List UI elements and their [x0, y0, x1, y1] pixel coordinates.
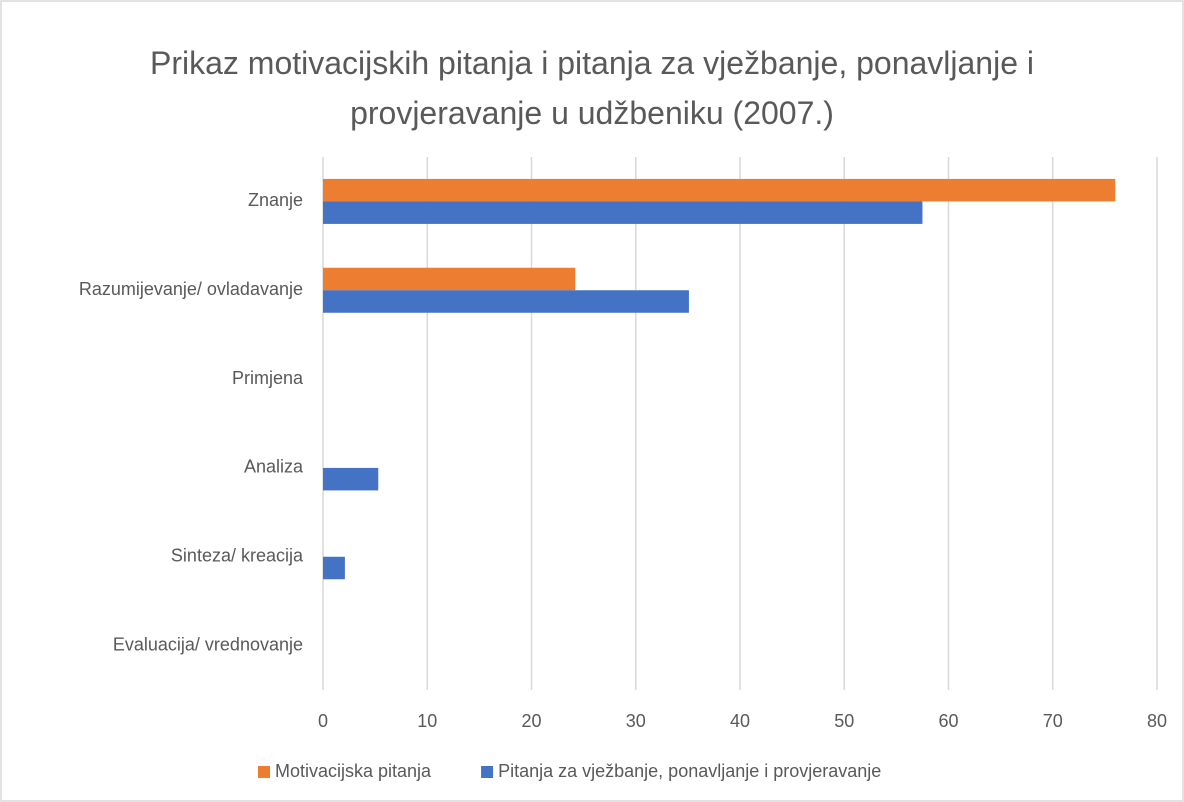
x-tick-label: 70	[1043, 711, 1063, 731]
y-tick-label: Razumijevanje/ ovladavanje	[79, 279, 303, 299]
x-tick-label: 10	[417, 711, 437, 731]
y-tick-label: Analiza	[244, 457, 304, 477]
x-tick-label: 40	[730, 711, 750, 731]
x-tick-label: 50	[834, 711, 854, 731]
y-tick-label: Znanje	[248, 190, 303, 210]
y-tick-label: Sinteza/ kreacija	[171, 546, 304, 566]
y-tick-label: Primjena	[232, 368, 304, 388]
x-tick-label: 0	[318, 711, 328, 731]
legend-swatch	[481, 766, 494, 778]
legend-label: Pitanja za vježbanje, ponavljanje i prov…	[498, 761, 881, 781]
chart-title: Prikaz motivacijskih pitanja i pitanja z…	[149, 45, 1034, 131]
x-tick-label: 20	[521, 711, 541, 731]
y-tick-label: Evaluacija/ vrednovanje	[113, 634, 303, 654]
bar	[323, 178, 1116, 202]
legend-label: Motivacijska pitanja	[275, 761, 432, 781]
legend-swatch	[258, 766, 270, 778]
bar	[323, 467, 379, 491]
bar	[323, 290, 689, 313]
bar	[323, 201, 923, 224]
x-tick-label: 80	[1147, 711, 1167, 731]
bar	[323, 267, 576, 291]
x-tick-label: 60	[938, 711, 958, 731]
x-tick-label: 30	[626, 711, 646, 731]
bar	[323, 556, 345, 580]
